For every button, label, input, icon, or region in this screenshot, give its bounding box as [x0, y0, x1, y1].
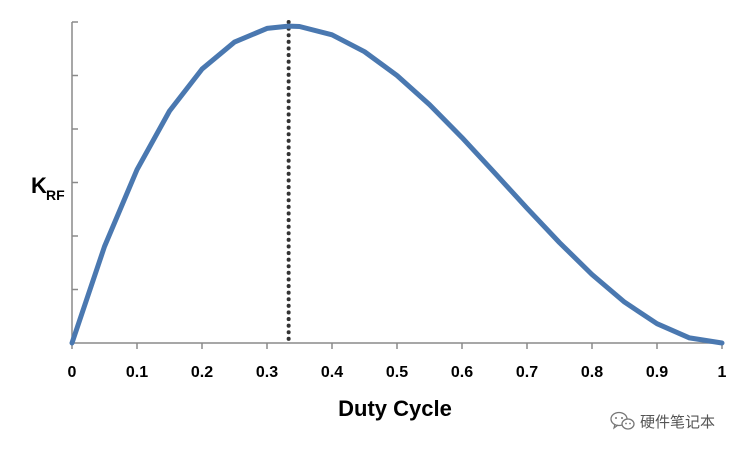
x-tick-label: 0.5 — [386, 364, 408, 381]
y-axis-title-main: K — [31, 173, 47, 198]
y-axis-title-subscript: RF — [46, 187, 65, 203]
x-tick-label: 0.7 — [516, 364, 538, 381]
axes — [71, 22, 722, 344]
y-ticks — [72, 21, 78, 291]
y-axis-title: K RF — [31, 173, 65, 203]
watermark-text: 硬件笔记本 — [640, 413, 715, 431]
x-tick-label: 0.3 — [256, 364, 278, 381]
series-layer — [69, 23, 725, 346]
x-tick-label: 0.1 — [126, 364, 148, 381]
x-tick-label: 0.4 — [321, 364, 343, 381]
x-tick-label: 0.8 — [581, 364, 603, 381]
x-tick-label: 0.6 — [451, 364, 473, 381]
series-line — [69, 23, 725, 346]
wechat-icon — [610, 411, 635, 430]
x-tick-label: 0 — [68, 364, 77, 381]
x-tick-label: 0.9 — [646, 364, 668, 381]
x-tick-label: 1 — [718, 364, 727, 381]
watermark: 硬件笔记本 — [610, 411, 715, 431]
x-ticks: 0 0.1 0.2 0.3 0.4 0.5 0.6 0.7 0.8 0.9 1 — [68, 343, 727, 381]
x-axis-title: Duty Cycle — [338, 396, 452, 421]
x-tick-label: 0.2 — [191, 364, 213, 381]
